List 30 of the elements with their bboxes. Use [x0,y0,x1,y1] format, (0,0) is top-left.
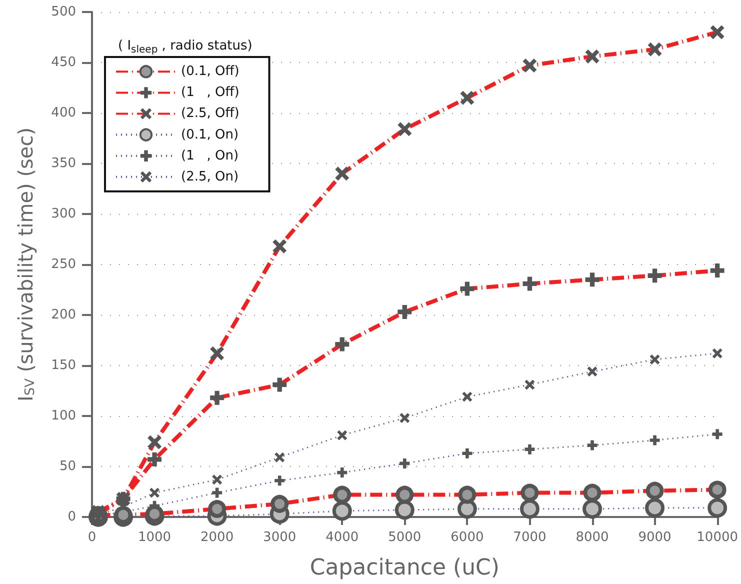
y-tick-label: 300 [51,206,76,222]
x-tick-label: 10000 [696,530,738,545]
y-tick-label: 450 [51,55,76,70]
y-tick-label: 350 [51,156,76,171]
y-axis-title: ISV (survivability time) (sec) [14,127,38,402]
x-tick-label: 2000 [200,530,234,545]
y-tick-label: 400 [51,106,76,120]
legend-label: (0.1, Off) [181,64,240,80]
x-tick-label: 4000 [326,530,359,545]
y-tick-label: 250 [51,257,76,272]
x-tick-label: 3000 [263,530,296,545]
x-tick-label: 1000 [138,530,172,545]
legend-label: (0.1, On) [181,127,239,142]
y-tick-label: 50 [59,459,76,474]
legend-label: (1 , On) [181,148,239,164]
x-tick-label: 8000 [576,530,609,545]
legend-label: (1 , Off) [181,85,240,100]
x-tick-label: 9000 [638,530,672,545]
x-tick-label: 0 [88,530,96,545]
x-tick-label: 7000 [513,530,546,545]
y-tick-label: 150 [51,358,76,373]
y-tick-label: 100 [51,408,76,424]
y-tick-label: 200 [51,308,76,322]
x-tick-label: 5000 [388,530,422,545]
x-tick-label: 6000 [450,530,484,545]
y-tick-label: 0 [68,510,76,524]
legend-label: (2.5, On) [181,169,239,184]
y-tick-label: 500 [51,4,76,20]
legend-label: (2.5, Off) [181,106,240,122]
x-axis-title: Capacitance (uC) [310,556,500,580]
